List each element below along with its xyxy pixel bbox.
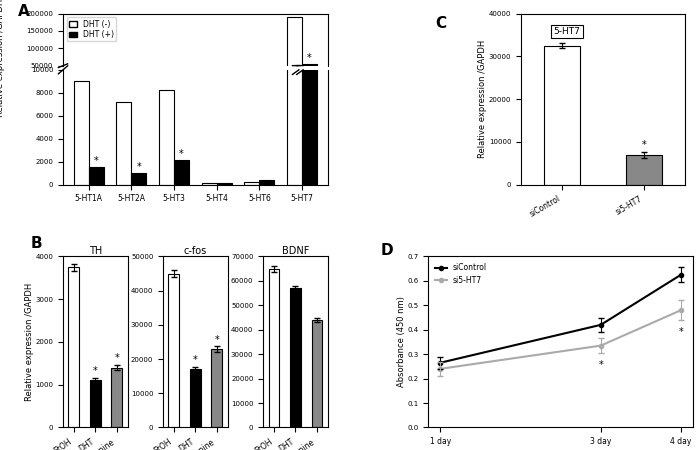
Text: A: A: [18, 4, 29, 19]
Text: *: *: [307, 53, 312, 63]
Text: D: D: [381, 243, 393, 258]
si5-HT7: [677, 307, 685, 313]
Bar: [174, 161, 189, 184]
Title: c-fos: c-fos: [183, 246, 207, 256]
Text: B: B: [31, 236, 42, 251]
Text: *: *: [214, 334, 219, 345]
Text: *: *: [598, 360, 603, 370]
Line: siControl: siControl: [438, 273, 683, 365]
Text: *: *: [94, 156, 99, 166]
Bar: [287, 0, 302, 184]
Bar: [116, 102, 132, 184]
Bar: [159, 90, 174, 184]
Bar: [90, 380, 101, 428]
Bar: [244, 182, 260, 184]
Title: TH: TH: [89, 246, 102, 256]
Text: *: *: [136, 162, 141, 172]
Bar: [190, 369, 201, 428]
siControl: [677, 272, 685, 278]
Y-axis label: Relative expression /GAPDH: Relative expression /GAPDH: [478, 40, 487, 158]
Y-axis label: Absorbance (450 nm): Absorbance (450 nm): [397, 297, 406, 387]
siControl: [436, 360, 445, 365]
Bar: [211, 349, 223, 428]
Legend: DHT (-), DHT (+): DHT (-), DHT (+): [66, 17, 116, 41]
Text: 5-HT7: 5-HT7: [554, 27, 580, 36]
Bar: [69, 267, 79, 428]
Bar: [132, 173, 146, 184]
Bar: [626, 155, 662, 184]
Bar: [290, 288, 301, 428]
Bar: [269, 269, 279, 428]
si5-HT7: [436, 366, 445, 372]
Bar: [89, 82, 104, 83]
Bar: [302, 0, 317, 184]
Text: *: *: [193, 355, 197, 365]
Text: *: *: [678, 327, 683, 338]
si5-HT7: [596, 343, 605, 348]
Bar: [89, 167, 104, 184]
Text: *: *: [114, 353, 119, 363]
Bar: [169, 274, 179, 427]
Title: BDNF: BDNF: [281, 246, 309, 256]
Y-axis label: Relative expression /GAPDH: Relative expression /GAPDH: [0, 0, 5, 117]
siControl: [596, 322, 605, 328]
Y-axis label: Relative expression /GAPDH: Relative expression /GAPDH: [25, 283, 34, 401]
Bar: [260, 180, 274, 184]
Text: C: C: [435, 16, 447, 31]
Bar: [302, 64, 317, 83]
Bar: [543, 45, 580, 184]
Text: *: *: [642, 140, 646, 150]
Bar: [312, 320, 322, 428]
Text: *: *: [179, 149, 184, 159]
Bar: [74, 81, 89, 184]
Bar: [202, 183, 217, 184]
Bar: [174, 82, 189, 83]
Bar: [116, 81, 132, 83]
Text: *: *: [93, 366, 98, 376]
Bar: [287, 17, 302, 83]
Bar: [111, 368, 122, 428]
Line: si5-HT7: si5-HT7: [438, 308, 683, 371]
Bar: [74, 80, 89, 83]
Legend: siControl, si5-HT7: siControl, si5-HT7: [432, 260, 490, 288]
Bar: [159, 80, 174, 83]
